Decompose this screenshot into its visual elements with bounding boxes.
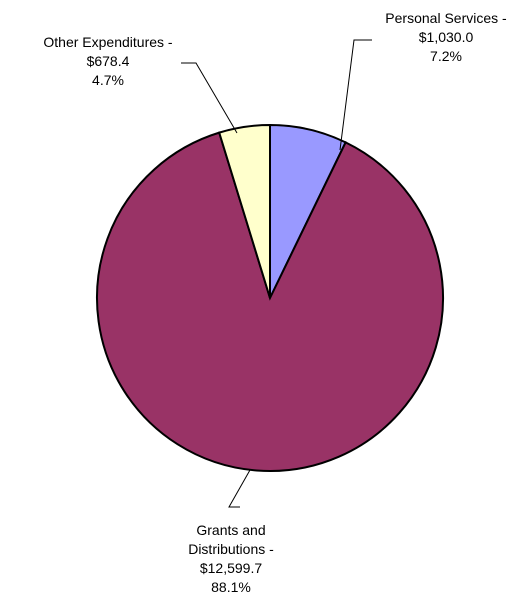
data-label-other-expenditures: Other Expenditures - $678.4 4.7% [43,34,173,88]
data-label-line: Grants and [196,522,265,538]
data-label-grants-and-distributions: Grants and Distributions - $12,599.7 88.1% [188,522,274,595]
leader-line-other-expenditures [181,62,238,134]
pie-slices [96,123,444,472]
data-label-line: Personal Services - [385,10,507,26]
data-label-line: $1,030.0 [419,29,474,45]
data-label-personal-services: Personal Services - $1,030.0 7.2% [385,10,507,64]
data-label-line: 4.7% [92,72,124,88]
data-label-line: Other Expenditures - [43,34,173,50]
pie-slice-other-expenditures [217,123,271,299]
data-label-line: 7.2% [430,48,462,64]
data-label-line: 88.1% [211,579,251,595]
data-label-line: $12,599.7 [200,560,262,576]
label-leader-lines [181,39,372,508]
data-label-line: Distributions - [188,541,274,557]
leader-line-personal-services [339,39,372,151]
data-labels: Personal Services - $1,030.0 7.2% Grants an… [43,10,507,595]
data-label-line: $678.4 [87,53,130,69]
pie-slice-grants-and-distributions [96,131,444,472]
leader-line-grants-and-distributions [228,469,251,508]
